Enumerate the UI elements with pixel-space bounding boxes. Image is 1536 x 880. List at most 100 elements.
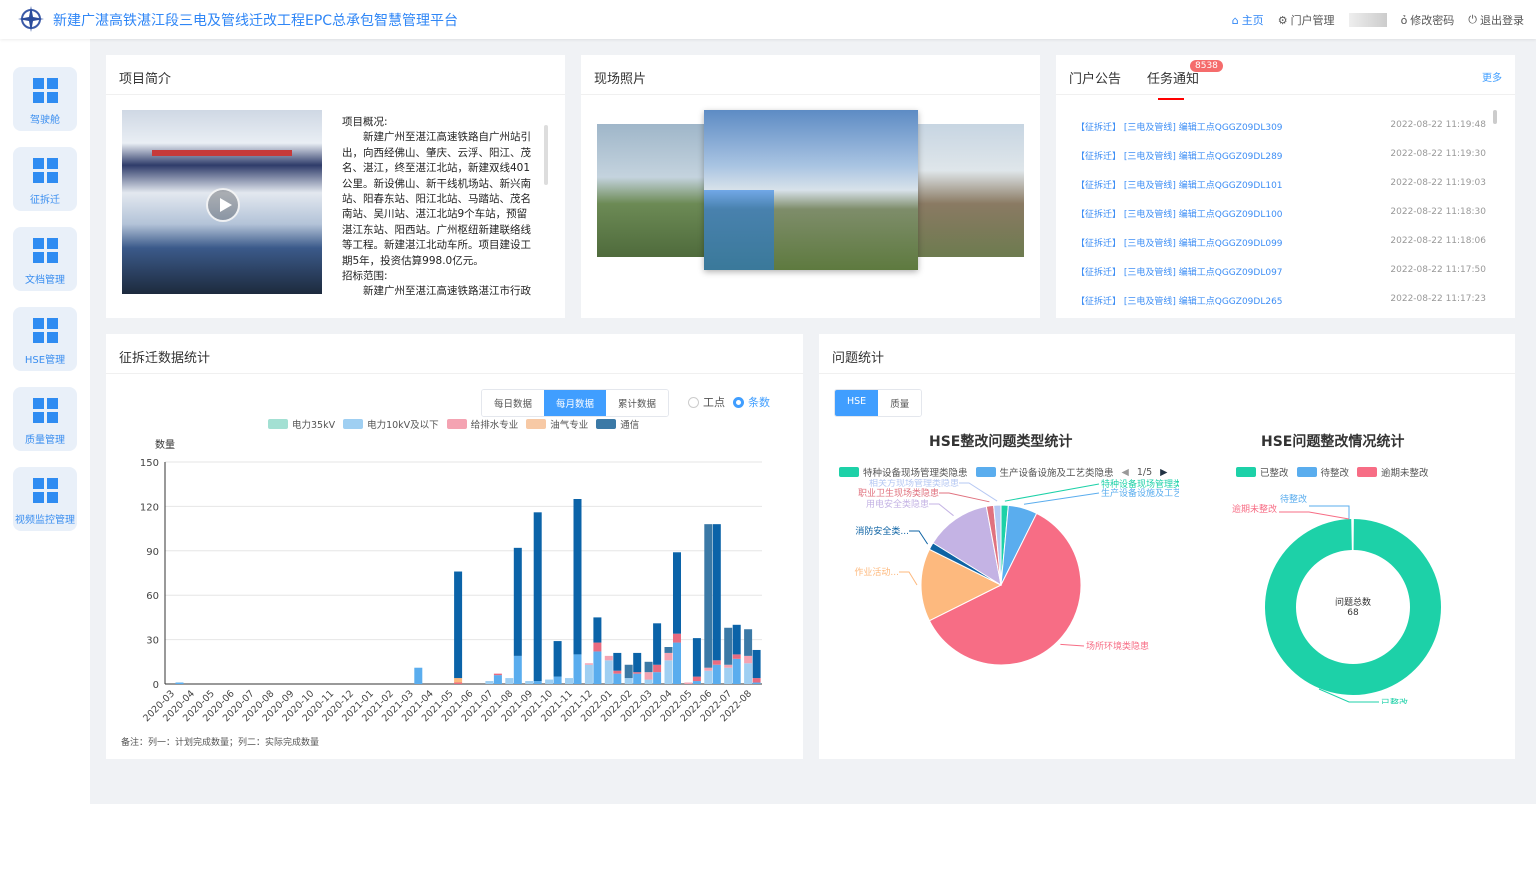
sidebar-item[interactable]: 征拆迁: [13, 147, 77, 211]
tab-quality[interactable]: 质量: [878, 390, 922, 416]
bar-segment[interactable]: [673, 642, 681, 684]
legend-item[interactable]: 给排水专业: [446, 417, 518, 431]
bar-segment[interactable]: [732, 654, 741, 659]
legend-item[interactable]: 逾期未整改: [1357, 465, 1429, 479]
bar-segment[interactable]: [485, 681, 494, 684]
bar-segment[interactable]: [752, 678, 761, 683]
bar-segment[interactable]: [644, 661, 653, 673]
news-item[interactable]: 【征拆迁】 [三电及管线] 编辑工点QGGZ09DL100 2022-08-22 …: [1076, 207, 1486, 220]
bar-segment[interactable]: [613, 670, 622, 674]
more-link[interactable]: 更多: [1482, 73, 1502, 84]
radio-count[interactable]: 条数: [733, 394, 770, 410]
news-item[interactable]: 【征拆迁】 [三电及管线] 编辑工点QGGZ09DL097 2022-08-22 …: [1076, 265, 1486, 278]
portal-link[interactable]: ⚙ 门户管理: [1278, 12, 1335, 28]
bar-segment[interactable]: [553, 676, 562, 684]
bar-segment[interactable]: [744, 655, 753, 664]
tab-task-notice[interactable]: 任务通知: [1147, 68, 1199, 100]
news-title[interactable]: 【征拆迁】 [三电及管线] 编辑工点QGGZ09DL097: [1076, 268, 1283, 278]
sidebar-item[interactable]: 驾驶舱: [13, 67, 77, 131]
bar-segment[interactable]: [553, 641, 562, 677]
bar-segment[interactable]: [573, 654, 582, 684]
pie-slice[interactable]: [928, 512, 1082, 666]
legend-item[interactable]: 电力10kV及以下: [343, 417, 439, 431]
legend-next-icon[interactable]: ▶: [1160, 466, 1168, 478]
bar-segment[interactable]: [513, 547, 522, 656]
logout-link[interactable]: ⏻ 退出登录: [1468, 12, 1524, 28]
bar-segment[interactable]: [513, 655, 522, 684]
bar-segment[interactable]: [525, 681, 534, 684]
pie-slice[interactable]: [932, 505, 1002, 587]
news-item[interactable]: 【征拆迁】 [三电及管线] 编辑工点QGGZ09DL265 2022-08-22 …: [1076, 294, 1486, 307]
news-item[interactable]: 【征拆迁】 [三电及管线] 编辑工点QGGZ09DL309 2022-08-22 …: [1076, 120, 1486, 133]
bar-segment[interactable]: [493, 675, 502, 684]
bar-segment[interactable]: [613, 652, 622, 671]
bar-segment[interactable]: [664, 647, 673, 653]
bar-segment[interactable]: [664, 660, 673, 684]
news-title[interactable]: 【征拆迁】 [三电及管线] 编辑工点QGGZ09DL289: [1076, 152, 1283, 162]
legend-item[interactable]: 生产设备设施及工艺类隐患: [975, 465, 1114, 479]
news-item[interactable]: 【征拆迁】 [三电及管线] 编辑工点QGGZ09DL289 2022-08-22 …: [1076, 149, 1486, 162]
legend-item[interactable]: 油气专业: [526, 417, 588, 431]
bar-segment[interactable]: [533, 512, 542, 682]
home-link[interactable]: ⌂ 主页: [1232, 12, 1264, 28]
bar-segment[interactable]: [712, 664, 721, 684]
sidebar-item[interactable]: HSE管理: [13, 307, 77, 371]
news-title[interactable]: 【征拆迁】 [三电及管线] 编辑工点QGGZ09DL265: [1076, 297, 1283, 307]
bar-segment[interactable]: [692, 638, 701, 677]
bar-segment[interactable]: [545, 679, 554, 684]
bar-segment[interactable]: [633, 672, 642, 674]
site-photo[interactable]: [917, 124, 1024, 257]
news-title[interactable]: 【征拆迁】 [三电及管线] 编辑工点QGGZ09DL099: [1076, 239, 1283, 249]
bar-segment[interactable]: [752, 682, 761, 684]
bar-segment[interactable]: [573, 499, 582, 655]
bar-segment[interactable]: [692, 676, 701, 682]
daily-data-button[interactable]: 每日数据: [482, 390, 545, 416]
bar-segment[interactable]: [712, 660, 721, 665]
bar-segment[interactable]: [593, 617, 602, 643]
bar-segment[interactable]: [593, 651, 602, 684]
bar-segment[interactable]: [724, 667, 733, 684]
bar-segment[interactable]: [454, 682, 463, 684]
scrollbar[interactable]: [544, 125, 548, 185]
bar-segment[interactable]: [644, 679, 653, 684]
legend-item[interactable]: 已整改: [1236, 465, 1289, 479]
legend-prev-icon[interactable]: ◀: [1121, 466, 1129, 478]
bar-segment[interactable]: [653, 672, 662, 684]
bar-segment[interactable]: [744, 663, 753, 684]
play-icon[interactable]: [206, 188, 240, 222]
intro-video[interactable]: [122, 110, 322, 294]
bar-segment[interactable]: [584, 663, 593, 665]
bar-segment[interactable]: [414, 667, 423, 684]
sidebar-item[interactable]: 文档管理: [13, 227, 77, 291]
bar-segment[interactable]: [653, 664, 662, 673]
bar-segment[interactable]: [744, 629, 753, 656]
bar-segment[interactable]: [584, 664, 593, 684]
bar-segment[interactable]: [533, 681, 542, 684]
tab-portal-notice[interactable]: 门户公告: [1069, 72, 1122, 87]
site-photo[interactable]: [597, 124, 707, 257]
bar-segment[interactable]: [752, 649, 761, 679]
radio-site[interactable]: 工点: [688, 394, 725, 410]
bar-segment[interactable]: [624, 664, 633, 679]
news-item[interactable]: 【征拆迁】 [三电及管线] 编辑工点QGGZ09DL099 2022-08-22 …: [1076, 236, 1486, 249]
bar-segment[interactable]: [704, 667, 713, 671]
bar-segment[interactable]: [664, 652, 673, 661]
bar-segment[interactable]: [732, 624, 741, 655]
pie-slice[interactable]: [920, 548, 1003, 622]
bar-segment[interactable]: [593, 642, 602, 652]
legend-item[interactable]: 通信: [596, 417, 639, 431]
bar-segment[interactable]: [712, 524, 721, 661]
bar-segment[interactable]: [684, 682, 693, 684]
bar-segment[interactable]: [604, 655, 613, 661]
bar-segment[interactable]: [653, 623, 662, 665]
change-password-link[interactable]: ỏ 修改密码: [1401, 12, 1455, 28]
pie-slice[interactable]: [993, 504, 1002, 586]
donut-segment[interactable]: [1265, 519, 1442, 695]
news-title[interactable]: 【征拆迁】 [三电及管线] 编辑工点QGGZ09DL309: [1076, 123, 1283, 133]
news-item[interactable]: 【征拆迁】 [三电及管线] 编辑工点QGGZ09DL101 2022-08-22 …: [1076, 178, 1486, 191]
tab-hse[interactable]: HSE: [835, 390, 879, 416]
bar-segment[interactable]: [724, 664, 733, 668]
bar-segment[interactable]: [692, 681, 701, 684]
bar-segment[interactable]: [454, 571, 463, 679]
monthly-data-button[interactable]: 每月数据: [544, 390, 607, 416]
